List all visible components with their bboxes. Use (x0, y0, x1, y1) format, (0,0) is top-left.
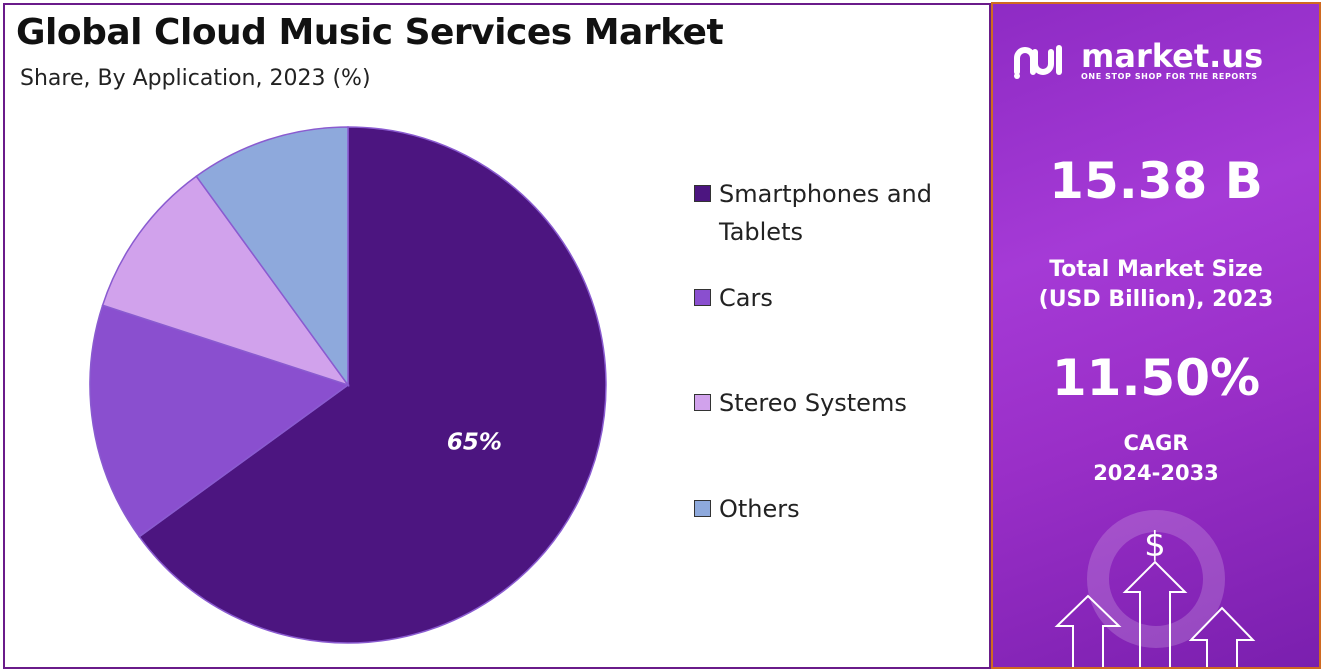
pie-slice-smartphones-and-tablets (138, 126, 607, 644)
market-size-value: 15.38 B (1049, 152, 1263, 210)
legend-swatch (694, 289, 711, 306)
cagr-label: CAGR 2024-2033 (1093, 431, 1219, 485)
chart-subtitle: Share, By Application, 2023 (%) (20, 66, 371, 91)
legend-label: Cars (719, 284, 773, 312)
legend-swatch (694, 394, 711, 411)
legend-item-others: Others (694, 490, 974, 528)
arrow-up-icon (1122, 560, 1188, 667)
arrow-up-icon (1188, 606, 1256, 667)
pie-slice-cars (89, 304, 350, 538)
legend-item-smartphones-tablets: Smartphones and Tablets (694, 175, 974, 251)
pie-data-label: 65% (447, 429, 502, 455)
legend-label: Others (719, 495, 800, 523)
brand-logo: market.us ONE STOP SHOP FOR THE REPORTS (1013, 40, 1263, 81)
market-us-logo-icon (1014, 44, 1062, 79)
summary-panel: market.us ONE STOP SHOP FOR THE REPORTS … (991, 2, 1321, 669)
legend-label: Smartphones and Tablets (719, 180, 932, 246)
legend-swatch (694, 500, 711, 517)
market-size-label: Total Market Size (USD Billion), 2023 (1038, 257, 1274, 312)
brand-name: market.us (1081, 37, 1264, 75)
brand-tagline: ONE STOP SHOP FOR THE REPORTS (1081, 72, 1258, 81)
cagr-value: 11.50% (1051, 349, 1261, 407)
chart-title: Global Cloud Music Services Market (16, 12, 724, 53)
dollar-icon: $ (1144, 525, 1166, 565)
legend-label: Stereo Systems (719, 389, 907, 417)
growth-arrows-decoration: $ (1054, 510, 1256, 667)
pie-slice-others (195, 126, 349, 388)
legend-item-stereo-systems: Stereo Systems (694, 384, 974, 422)
pie-chart: 65% (89, 126, 607, 644)
legend-swatch (694, 185, 711, 202)
arrow-up-icon (1054, 594, 1122, 667)
pie-slice-stereo-systems (101, 175, 350, 387)
legend-item-cars: Cars (694, 279, 974, 317)
